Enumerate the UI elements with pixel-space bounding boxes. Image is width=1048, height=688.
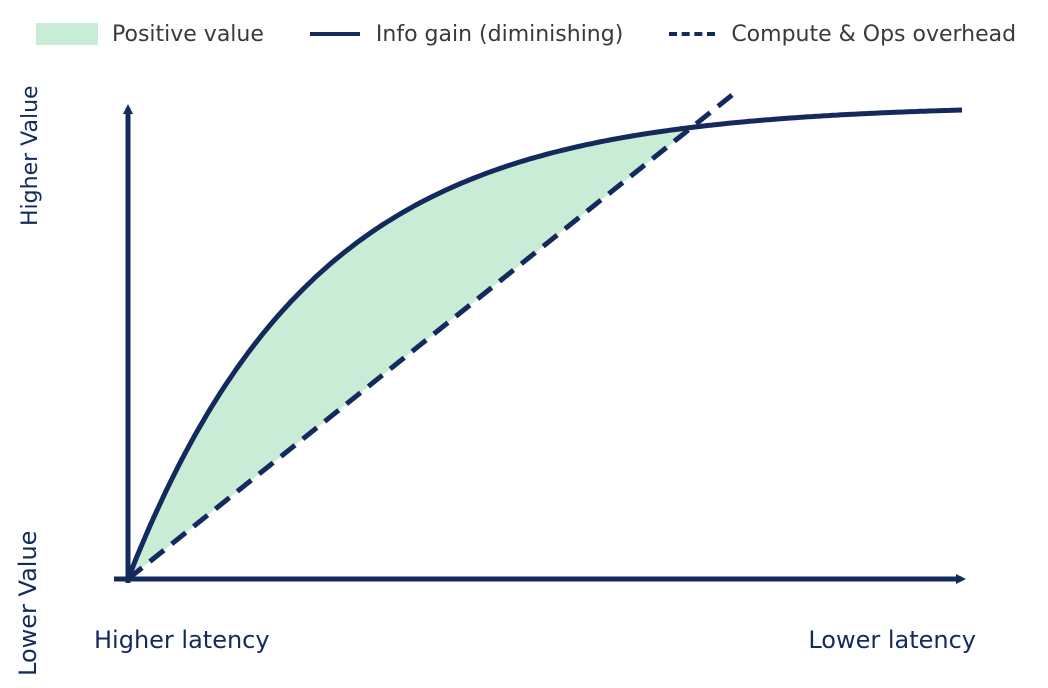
legend-swatch-dashed [669, 32, 716, 36]
legend-label-compute-ops: Compute & Ops overhead [731, 21, 1017, 47]
x-axis-label-right: Lower latency [808, 626, 976, 654]
compute-ops-overhead-line [126, 89, 739, 581]
legend-label-positive-value: Positive value [112, 21, 264, 47]
y-axis-label-top: Higher Value [18, 85, 43, 226]
legend-item-info-gain: Info gain (diminishing) [309, 21, 624, 47]
positive-value-area [128, 127, 692, 580]
legend-item-positive-value: Positive value [36, 22, 264, 47]
x-axis-label-left: Higher latency [94, 626, 270, 654]
legend-label-info-gain: Info gain (diminishing) [375, 21, 624, 47]
legend-swatch-fill [36, 23, 98, 45]
legend: Positive value Info gain (diminishing) C… [36, 18, 1016, 50]
legend-item-compute-ops: Compute & Ops overhead [669, 22, 1016, 47]
y-axis-label-bottom: Lower Value [14, 530, 42, 676]
legend-swatch-solid [309, 32, 360, 36]
info-gain-line [125, 107, 963, 580]
